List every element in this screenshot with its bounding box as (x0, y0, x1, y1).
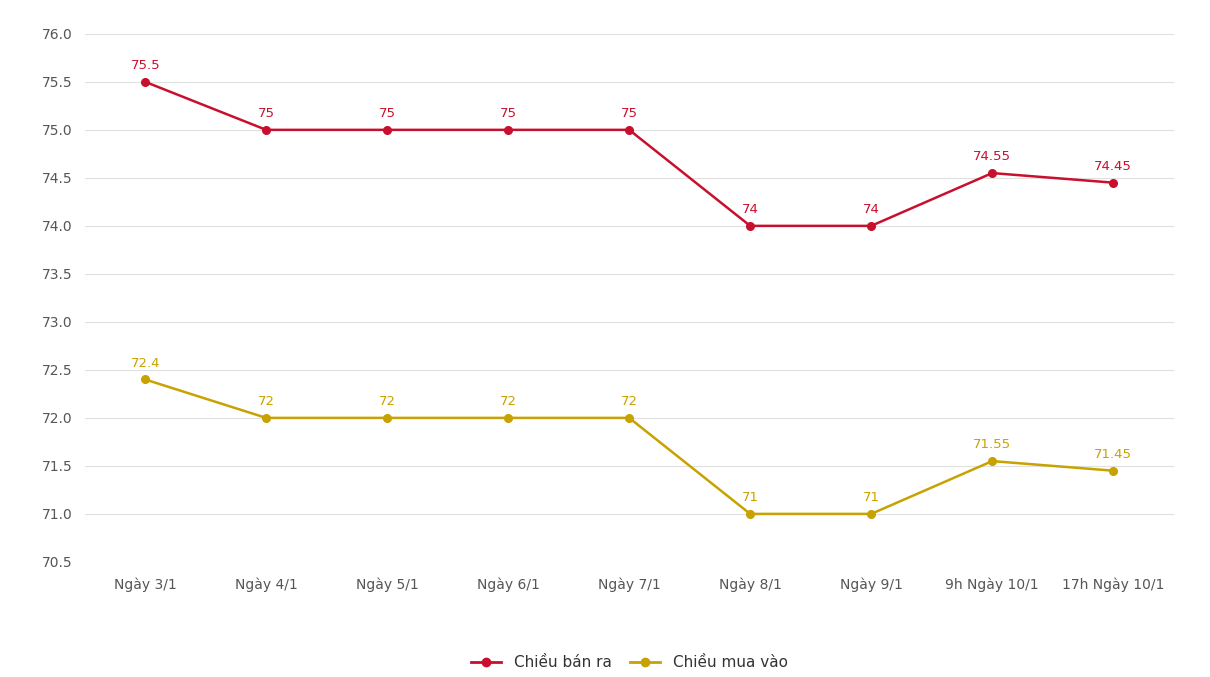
Text: 74.45: 74.45 (1094, 160, 1133, 173)
Text: 71: 71 (742, 492, 759, 504)
Text: 75: 75 (379, 107, 396, 121)
Text: 74.55: 74.55 (973, 150, 1012, 163)
Text: 72: 72 (379, 395, 396, 408)
Text: 72.4: 72.4 (131, 357, 160, 370)
Text: 75: 75 (621, 107, 638, 121)
Text: 72: 72 (258, 395, 275, 408)
Text: 72: 72 (621, 395, 638, 408)
Legend: Chiều bán ra, Chiều mua vào: Chiều bán ra, Chiều mua vào (471, 655, 788, 670)
Text: 75.5: 75.5 (131, 60, 160, 72)
Text: 74: 74 (742, 203, 759, 216)
Text: 72: 72 (500, 395, 517, 408)
Text: 74: 74 (863, 203, 880, 216)
Text: 71.45: 71.45 (1094, 448, 1133, 461)
Text: 71.55: 71.55 (973, 439, 1012, 452)
Text: 75: 75 (500, 107, 517, 121)
Text: 71: 71 (863, 492, 880, 504)
Text: 75: 75 (258, 107, 275, 121)
